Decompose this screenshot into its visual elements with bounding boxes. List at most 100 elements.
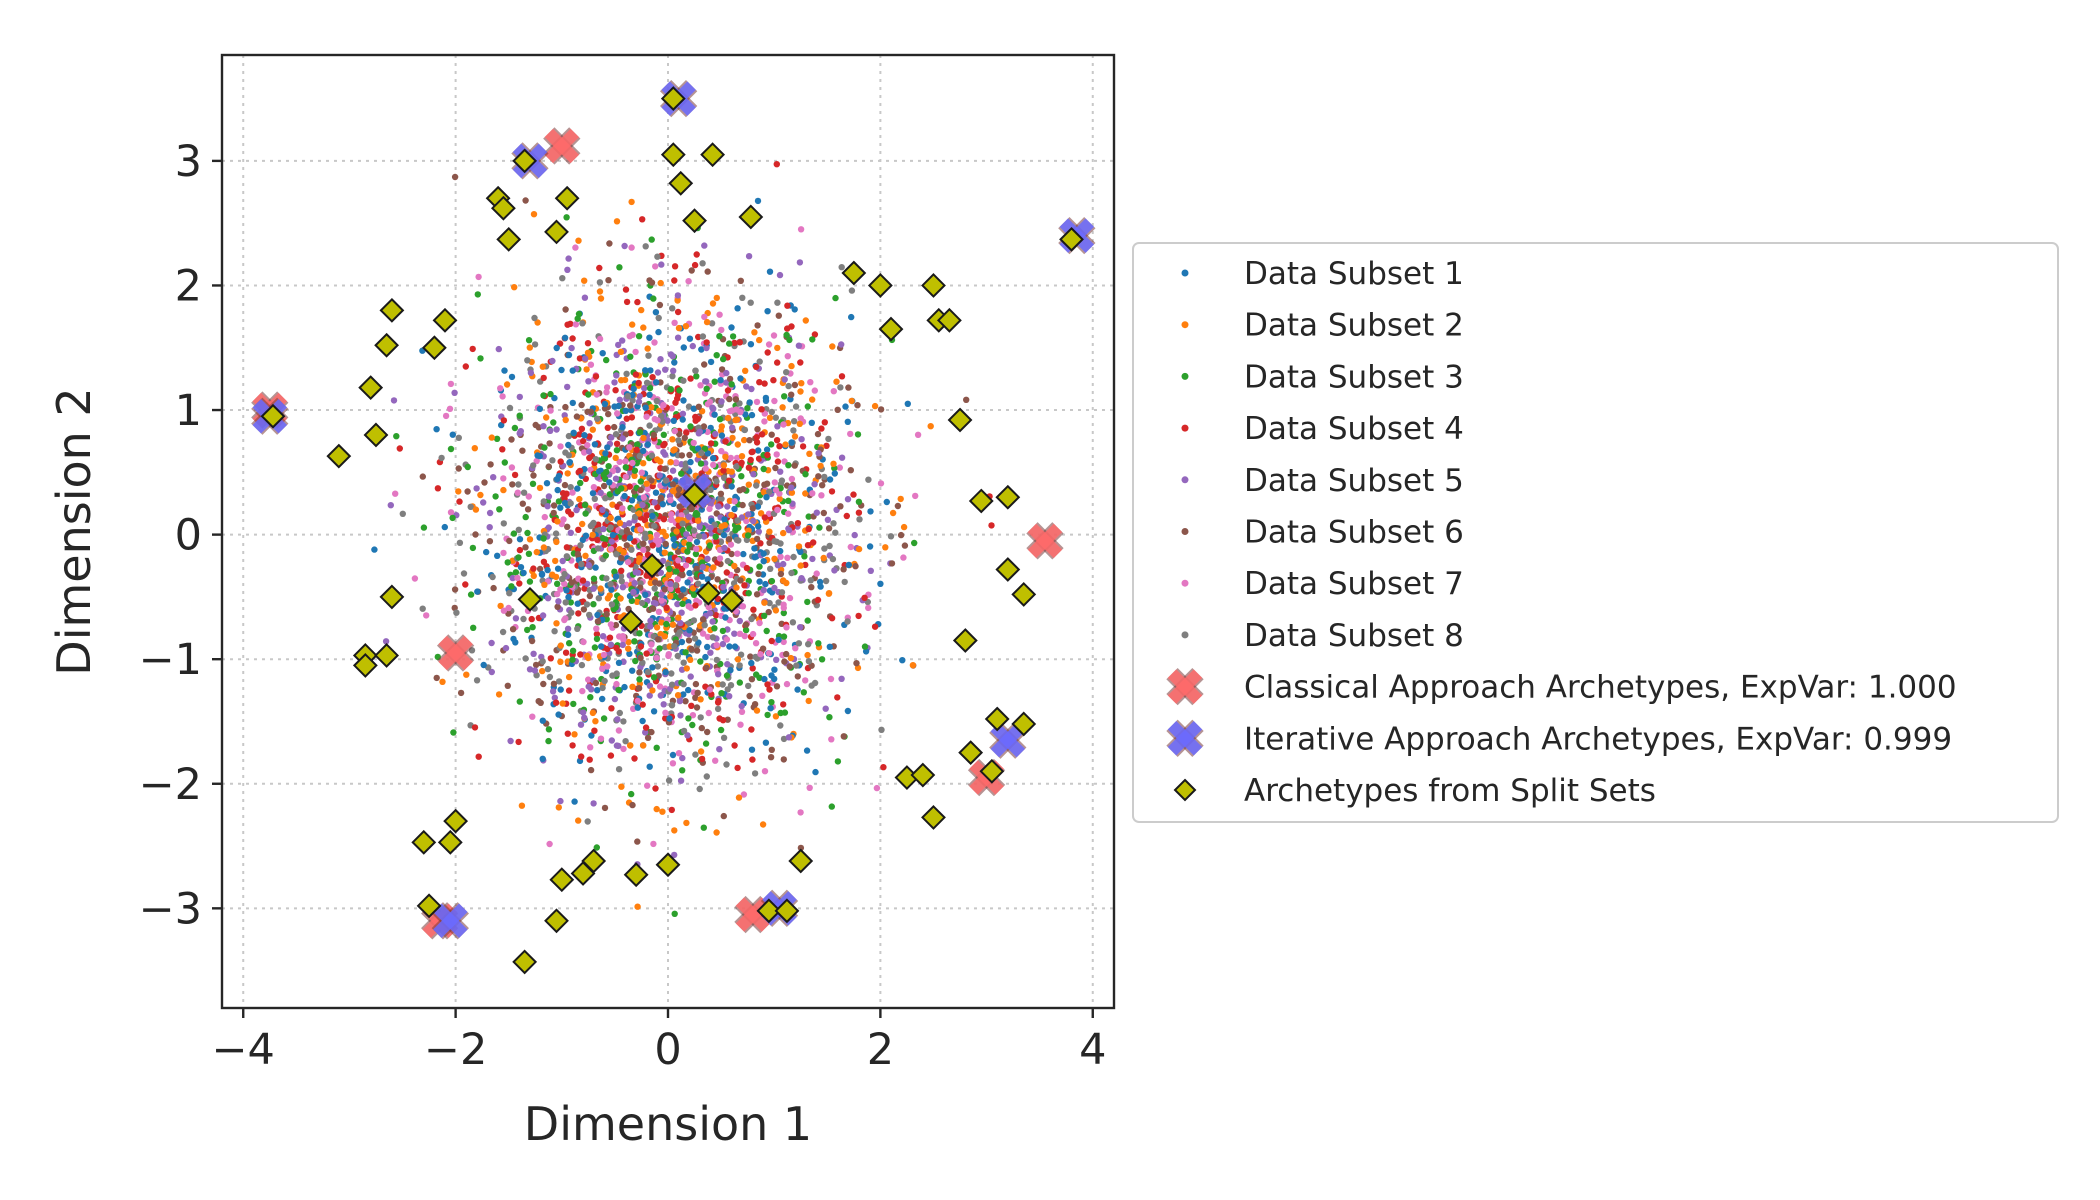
data-point bbox=[500, 417, 508, 424]
data-point bbox=[778, 477, 786, 484]
data-point bbox=[551, 694, 558, 701]
data-point bbox=[636, 630, 643, 637]
data-point bbox=[695, 580, 702, 587]
data-point bbox=[697, 748, 705, 755]
data-point bbox=[780, 560, 787, 568]
data-point bbox=[660, 516, 668, 523]
data-point bbox=[721, 474, 728, 482]
data-point bbox=[462, 581, 469, 588]
data-point bbox=[600, 651, 608, 659]
data-point bbox=[766, 488, 773, 495]
data-point bbox=[594, 611, 601, 619]
data-point bbox=[672, 582, 679, 589]
split-set-diamond bbox=[952, 628, 978, 653]
data-point bbox=[760, 586, 767, 594]
data-point bbox=[594, 618, 602, 625]
data-point bbox=[648, 236, 655, 243]
data-point bbox=[693, 704, 701, 711]
split-set-diamond bbox=[490, 195, 516, 221]
data-point bbox=[722, 453, 729, 460]
data-point bbox=[643, 379, 651, 386]
data-point bbox=[463, 671, 470, 678]
data-point bbox=[821, 419, 828, 426]
data-point bbox=[672, 459, 680, 466]
data-point bbox=[565, 687, 573, 694]
data-point bbox=[390, 397, 398, 404]
data-point bbox=[622, 473, 630, 481]
archetype-x-marker bbox=[1166, 667, 1204, 706]
legend-dot-marker bbox=[1181, 476, 1189, 484]
data-point bbox=[840, 566, 847, 573]
data-point bbox=[726, 643, 733, 650]
data-point bbox=[556, 340, 564, 347]
data-point bbox=[788, 475, 796, 483]
data-point bbox=[489, 573, 496, 581]
data-point bbox=[627, 402, 634, 409]
data-point bbox=[592, 564, 599, 571]
split-set-diamond bbox=[421, 335, 447, 361]
data-point bbox=[764, 308, 771, 315]
data-point bbox=[743, 564, 751, 572]
data-point bbox=[471, 445, 478, 452]
data-point bbox=[567, 484, 574, 491]
data-point bbox=[671, 359, 678, 366]
data-point bbox=[565, 593, 572, 601]
split-set-diamond bbox=[352, 653, 378, 678]
data-point bbox=[539, 717, 546, 724]
data-point bbox=[711, 411, 718, 418]
data-point bbox=[745, 253, 753, 260]
data-point bbox=[713, 656, 720, 664]
data-point bbox=[644, 485, 651, 493]
split-set-diamond bbox=[379, 297, 405, 323]
data-point bbox=[616, 264, 623, 271]
data-point bbox=[718, 690, 725, 697]
data-point bbox=[563, 214, 570, 221]
data-point bbox=[529, 480, 537, 487]
data-point bbox=[646, 391, 653, 398]
data-point bbox=[686, 451, 693, 459]
data-point bbox=[711, 378, 718, 385]
data-point bbox=[537, 699, 544, 706]
data-point bbox=[691, 635, 699, 642]
data-point bbox=[786, 663, 793, 670]
data-point bbox=[654, 369, 662, 376]
legend-dot-marker bbox=[1181, 579, 1189, 587]
data-point bbox=[382, 638, 390, 645]
data-point bbox=[640, 447, 647, 455]
data-point bbox=[836, 464, 843, 471]
data-point bbox=[636, 555, 643, 562]
data-point bbox=[568, 511, 575, 518]
data-point bbox=[856, 516, 863, 523]
split-set-diamond bbox=[549, 867, 575, 893]
data-point bbox=[791, 433, 799, 440]
split-set-diamond bbox=[1059, 226, 1084, 252]
data-point bbox=[676, 503, 683, 510]
data-point bbox=[827, 675, 835, 683]
data-point bbox=[516, 536, 524, 543]
data-point bbox=[692, 550, 700, 558]
data-point bbox=[508, 583, 515, 590]
data-point bbox=[551, 628, 558, 635]
data-point bbox=[585, 391, 592, 398]
data-point bbox=[734, 656, 742, 663]
data-point bbox=[708, 320, 716, 327]
data-point bbox=[525, 550, 533, 557]
data-point bbox=[768, 699, 775, 706]
data-point bbox=[526, 578, 534, 585]
data-point bbox=[555, 711, 562, 718]
archetype-x-marker bbox=[1026, 522, 1064, 560]
data-point bbox=[830, 460, 837, 467]
legend-entry: Data Subset 3 bbox=[1181, 359, 1464, 395]
data-point bbox=[751, 554, 758, 561]
data-point bbox=[717, 726, 725, 734]
data-point bbox=[722, 614, 729, 621]
data-point bbox=[661, 633, 668, 640]
data-point bbox=[636, 452, 643, 460]
data-point bbox=[785, 526, 793, 534]
data-point bbox=[503, 381, 511, 388]
data-point bbox=[784, 302, 791, 309]
data-point bbox=[656, 301, 664, 309]
data-point bbox=[647, 617, 654, 624]
data-point bbox=[706, 686, 713, 693]
data-point bbox=[818, 656, 826, 663]
